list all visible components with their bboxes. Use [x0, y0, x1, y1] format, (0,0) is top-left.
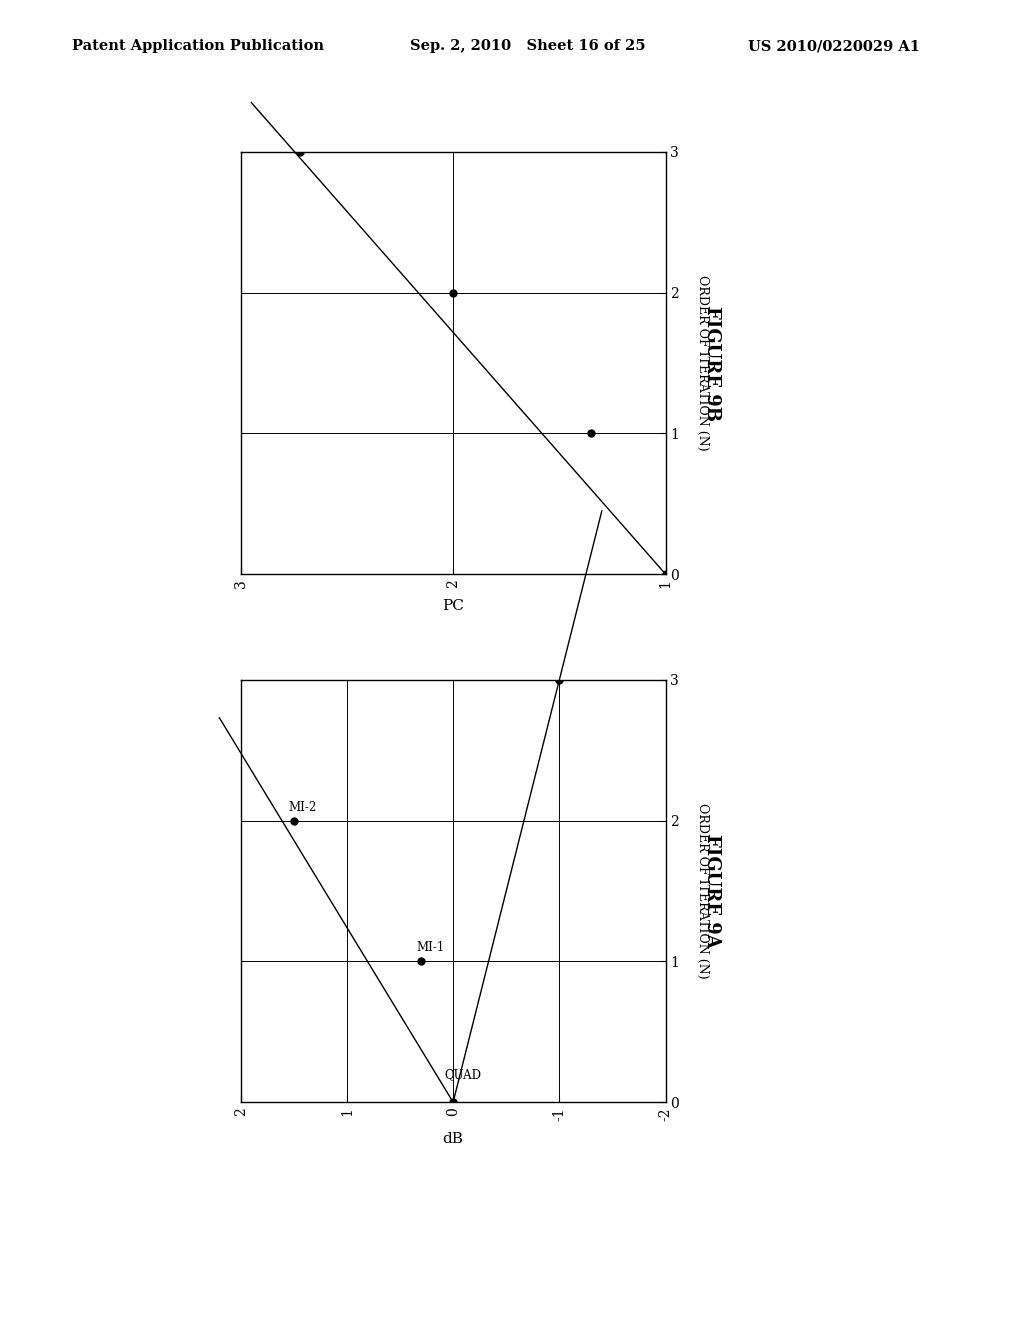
X-axis label: PC: PC [442, 599, 464, 612]
Text: QUAD: QUAD [444, 1068, 481, 1081]
Text: MI-1: MI-1 [416, 941, 444, 954]
Text: MI-2: MI-2 [289, 800, 316, 813]
Text: FIGURE 9B: FIGURE 9B [702, 305, 721, 421]
Text: US 2010/0220029 A1: US 2010/0220029 A1 [748, 40, 920, 53]
X-axis label: dB: dB [442, 1131, 464, 1146]
Y-axis label: ORDER OF ITERATION (N): ORDER OF ITERATION (N) [696, 275, 709, 451]
Text: FIGURE 9A: FIGURE 9A [702, 834, 721, 948]
Text: Sep. 2, 2010   Sheet 16 of 25: Sep. 2, 2010 Sheet 16 of 25 [410, 40, 645, 53]
Text: Patent Application Publication: Patent Application Publication [72, 40, 324, 53]
Y-axis label: ORDER OF ITERATION (N): ORDER OF ITERATION (N) [696, 803, 709, 979]
